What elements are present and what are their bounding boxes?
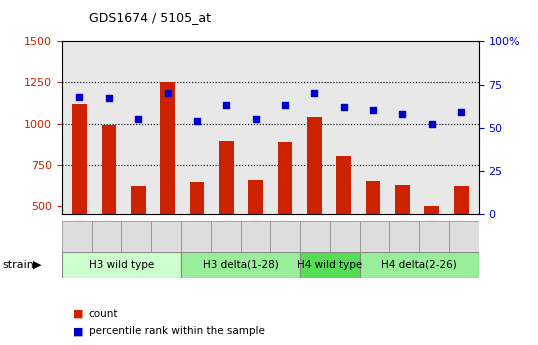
Bar bbox=[211, 221, 240, 252]
Text: GDS1674 / 5105_at: GDS1674 / 5105_at bbox=[89, 11, 211, 24]
Bar bbox=[366, 181, 380, 214]
Bar bbox=[360, 252, 479, 278]
Point bbox=[457, 109, 465, 115]
Text: ■: ■ bbox=[73, 326, 83, 336]
Bar bbox=[189, 182, 204, 214]
Bar bbox=[240, 221, 270, 252]
Bar bbox=[336, 156, 351, 214]
Point bbox=[281, 102, 289, 108]
Text: percentile rank within the sample: percentile rank within the sample bbox=[89, 326, 265, 336]
Bar bbox=[131, 186, 146, 214]
Point bbox=[104, 96, 113, 101]
Point bbox=[398, 111, 407, 117]
Point bbox=[75, 94, 84, 99]
Bar bbox=[181, 221, 211, 252]
Bar bbox=[454, 186, 469, 214]
Bar bbox=[219, 141, 233, 214]
Bar bbox=[449, 221, 479, 252]
Point bbox=[134, 116, 143, 122]
Point bbox=[428, 121, 436, 127]
Bar bbox=[419, 221, 449, 252]
Bar bbox=[271, 221, 300, 252]
Point bbox=[369, 108, 378, 113]
Text: H4 wild type: H4 wild type bbox=[298, 260, 363, 270]
Bar bbox=[300, 221, 330, 252]
Text: H3 delta(1-28): H3 delta(1-28) bbox=[203, 260, 279, 270]
Bar bbox=[278, 141, 292, 214]
Bar bbox=[62, 252, 181, 278]
Bar bbox=[390, 221, 419, 252]
Bar bbox=[151, 221, 181, 252]
Point bbox=[163, 90, 172, 96]
Bar bbox=[160, 82, 175, 214]
Bar bbox=[360, 221, 390, 252]
Point bbox=[193, 118, 201, 124]
Text: count: count bbox=[89, 309, 118, 319]
Bar bbox=[424, 206, 439, 214]
Text: H4 delta(2-26): H4 delta(2-26) bbox=[381, 260, 457, 270]
Text: H3 wild type: H3 wild type bbox=[89, 260, 154, 270]
Text: ■: ■ bbox=[73, 309, 83, 319]
Bar bbox=[330, 221, 360, 252]
Point bbox=[339, 104, 348, 110]
Bar bbox=[122, 221, 151, 252]
Point bbox=[222, 102, 231, 108]
Text: strain: strain bbox=[3, 260, 34, 270]
Bar bbox=[91, 221, 122, 252]
Bar bbox=[72, 104, 87, 214]
Bar bbox=[307, 117, 322, 214]
Text: ▶: ▶ bbox=[33, 260, 42, 270]
Point bbox=[310, 90, 318, 96]
Bar bbox=[62, 221, 91, 252]
Bar bbox=[300, 252, 360, 278]
Bar bbox=[181, 252, 300, 278]
Bar bbox=[395, 185, 410, 214]
Bar bbox=[102, 125, 116, 214]
Point bbox=[251, 116, 260, 122]
Bar bbox=[249, 180, 263, 214]
